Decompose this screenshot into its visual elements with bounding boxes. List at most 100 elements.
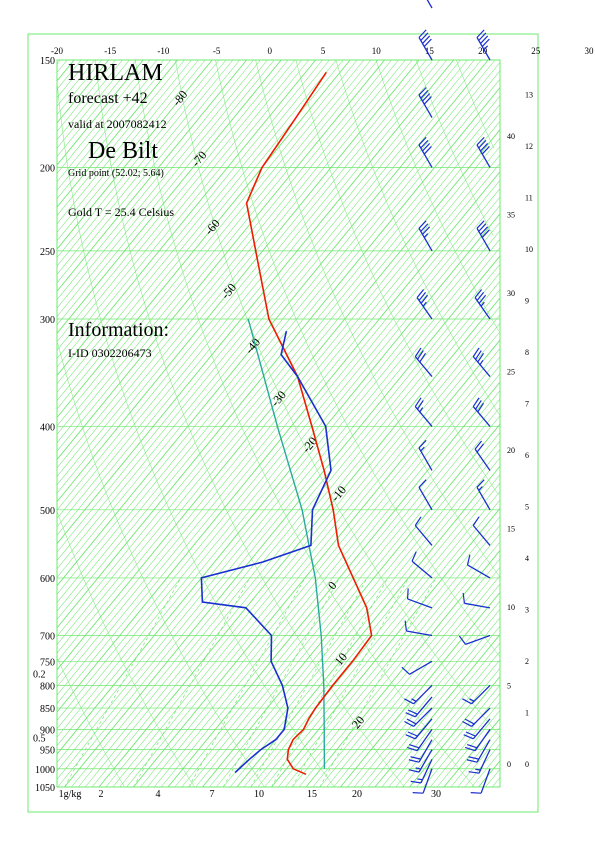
isotherm [153, 365, 501, 788]
isotherm [56, 59, 82, 90]
isotherm [126, 331, 501, 788]
isotherm [56, 59, 351, 418]
height-km-label: 13 [525, 91, 533, 100]
isotherm [56, 205, 501, 746]
isotherm [160, 373, 501, 788]
isotherm [257, 491, 501, 788]
pressure-label: 200 [40, 163, 55, 174]
wind-barb [408, 739, 433, 763]
barb-staff [422, 768, 433, 794]
isotherm [56, 59, 378, 452]
barb-half-flag [419, 407, 424, 413]
isotherm [56, 59, 213, 250]
isotherm [56, 188, 501, 730]
mixing-ratio-label: 15 [307, 789, 317, 800]
isotherm [56, 59, 475, 570]
isotherm [56, 59, 268, 317]
wind-barb [476, 479, 491, 511]
barb-flag [462, 592, 465, 604]
barb-staff [418, 144, 433, 168]
isotherm [56, 59, 454, 544]
isotherm [56, 59, 358, 427]
isotherm [333, 583, 501, 788]
isotherm [457, 735, 501, 788]
isotherm [56, 87, 501, 629]
barb-staff [478, 749, 491, 774]
barb-flag [462, 720, 472, 727]
height-km-label: 3 [525, 606, 529, 615]
wind-barb [474, 289, 491, 320]
information-title: Information: [68, 319, 170, 341]
height-kft-label: 0 [507, 760, 511, 769]
gold-temperature: Gold T = 25.4 Celsius [68, 205, 175, 219]
barb-staff [411, 560, 433, 579]
isotherm [56, 59, 461, 553]
isotherm [56, 59, 144, 166]
isotherm [56, 59, 406, 485]
isotherm [443, 718, 501, 788]
mixing-ratio-side-label: 0.2 [33, 670, 46, 681]
isotherm [56, 59, 151, 174]
height-kft-label: 25 [507, 368, 515, 377]
wind-barb [418, 439, 433, 471]
barb-staff [426, 0, 433, 9]
barb-staff [416, 297, 433, 320]
height-kft-label: 10 [507, 603, 515, 612]
barb-flag [406, 746, 418, 752]
height-kft-label: 20 [507, 446, 515, 455]
barb-flag [472, 347, 480, 357]
isotherm [56, 95, 501, 637]
barb-flag [476, 220, 485, 229]
dry-adiabat [455, 59, 495, 149]
isotherm [91, 289, 501, 788]
isotherm [56, 112, 501, 654]
top-temp-label: 15 [425, 46, 435, 56]
dry-adiabat [295, 59, 499, 495]
pressure-label: 150 [40, 56, 55, 67]
barb-flag [422, 35, 431, 44]
wind-barb [468, 749, 491, 774]
barb-staff [414, 356, 433, 377]
wind-barb [474, 440, 491, 471]
barb-staff [474, 448, 491, 471]
isotherm [56, 59, 75, 82]
barb-staff [474, 729, 491, 752]
height-kft-label: 30 [507, 289, 515, 298]
barb-flag [416, 289, 425, 299]
isotherm [56, 59, 254, 300]
height-kft-label: 15 [507, 525, 515, 534]
barb-flag [466, 554, 471, 566]
barb-flag [420, 294, 429, 304]
barb-flag [476, 136, 485, 146]
wind-barb [466, 739, 491, 763]
model-name: HIRLAM [68, 60, 163, 86]
isotherm [243, 474, 501, 788]
mixing-ratio-line [250, 577, 368, 788]
barb-flag [418, 136, 427, 146]
barb-flag [480, 226, 489, 235]
barb-flag [406, 588, 409, 599]
isotherm [402, 668, 501, 788]
mixing-ratio-label: 4 [156, 789, 161, 800]
barb-flag [418, 479, 427, 488]
dry-adiabat [175, 59, 502, 738]
isotherm [56, 196, 501, 738]
barb-staff [418, 486, 433, 511]
dry-adiabat [135, 59, 475, 788]
barb-flag [418, 87, 427, 96]
isotherm [56, 59, 316, 376]
barb-staff [476, 739, 491, 763]
barb-staff [464, 602, 491, 609]
barb-staff [480, 768, 491, 794]
barb-staff [476, 228, 491, 252]
isotherm [57, 247, 501, 788]
barb-flag [477, 402, 485, 413]
isotherm [56, 59, 68, 73]
wind-barb [418, 29, 433, 61]
barb-flag [458, 635, 467, 645]
wind-barb [472, 347, 491, 377]
barb-flag [478, 294, 487, 304]
barb-half-flag [478, 486, 483, 491]
isotherm [56, 121, 501, 662]
dry-adiabat [415, 59, 494, 236]
